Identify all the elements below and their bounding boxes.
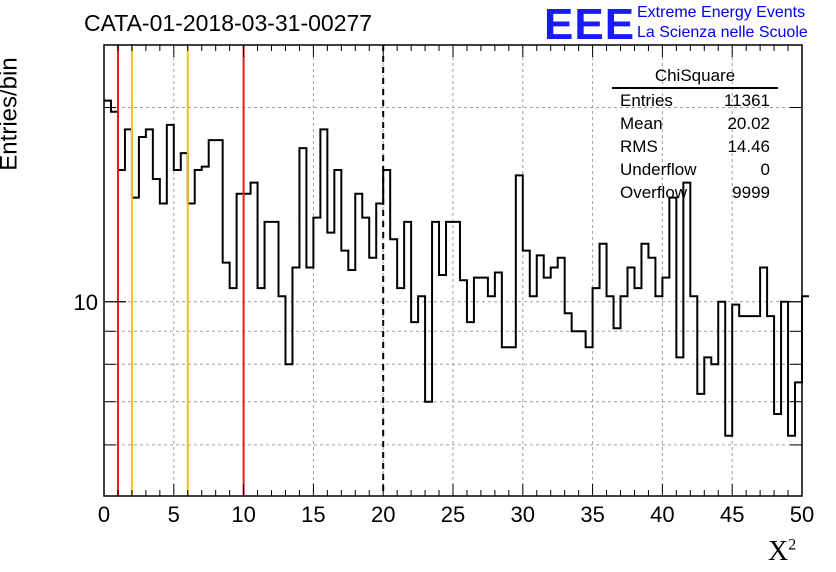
logo-subtitle-line1: Extreme Energy Events xyxy=(637,4,806,21)
eee-logo: EEE xyxy=(544,0,636,49)
stats-header: ChiSquare xyxy=(612,66,778,89)
x-tick-label: 45 xyxy=(720,502,744,527)
logo-subtitle-line2: La Scienza nelle Scuole xyxy=(637,24,808,41)
stats-label: Mean xyxy=(620,114,663,133)
x-tick-label: 5 xyxy=(168,502,180,527)
x-tick-label: 25 xyxy=(441,502,465,527)
stats-value: 20.02 xyxy=(727,114,770,133)
y-tick-label: 10 xyxy=(74,290,98,315)
y-axis-label-box: Entries/bin xyxy=(0,40,40,190)
stats-value: 11361 xyxy=(723,91,770,110)
stats-value: 9999 xyxy=(732,183,770,202)
stats-label: Overflow xyxy=(620,183,688,202)
stats-row: RMS 14.46 xyxy=(612,135,778,158)
x-tick-label: 15 xyxy=(301,502,325,527)
x-axis-label-text: X xyxy=(768,536,789,567)
x-tick-label: 20 xyxy=(371,502,395,527)
stats-label: Underflow xyxy=(620,160,697,179)
stats-row: Overflow 9999 xyxy=(612,181,778,204)
x-axis-label-superscript: 2 xyxy=(788,536,797,554)
stats-value: 14.46 xyxy=(727,137,770,156)
stats-label: RMS xyxy=(620,137,658,156)
stats-row: Mean 20.02 xyxy=(612,112,778,135)
histogram-series-line xyxy=(104,99,809,437)
chart-title: CATA-01-2018-03-31-00277 xyxy=(84,10,373,36)
stats-row: Entries 11361 xyxy=(612,89,778,112)
stats-row: Underflow 0 xyxy=(612,158,778,181)
x-tick-label: 10 xyxy=(231,502,255,527)
x-tick-label: 0 xyxy=(98,502,110,527)
x-tick-label: 40 xyxy=(650,502,674,527)
x-tick-label: 30 xyxy=(511,502,535,527)
x-axis-label: X2 xyxy=(768,536,796,568)
x-tick-label: 35 xyxy=(580,502,604,527)
stats-box: ChiSquare Entries 11361 Mean 20.02 RMS 14.4… xyxy=(612,66,778,204)
x-tick-label: 50 xyxy=(790,502,814,527)
y-axis-label: Entries/bin xyxy=(0,57,23,171)
stats-label: Entries xyxy=(620,91,673,110)
stats-value: 0 xyxy=(760,160,770,179)
